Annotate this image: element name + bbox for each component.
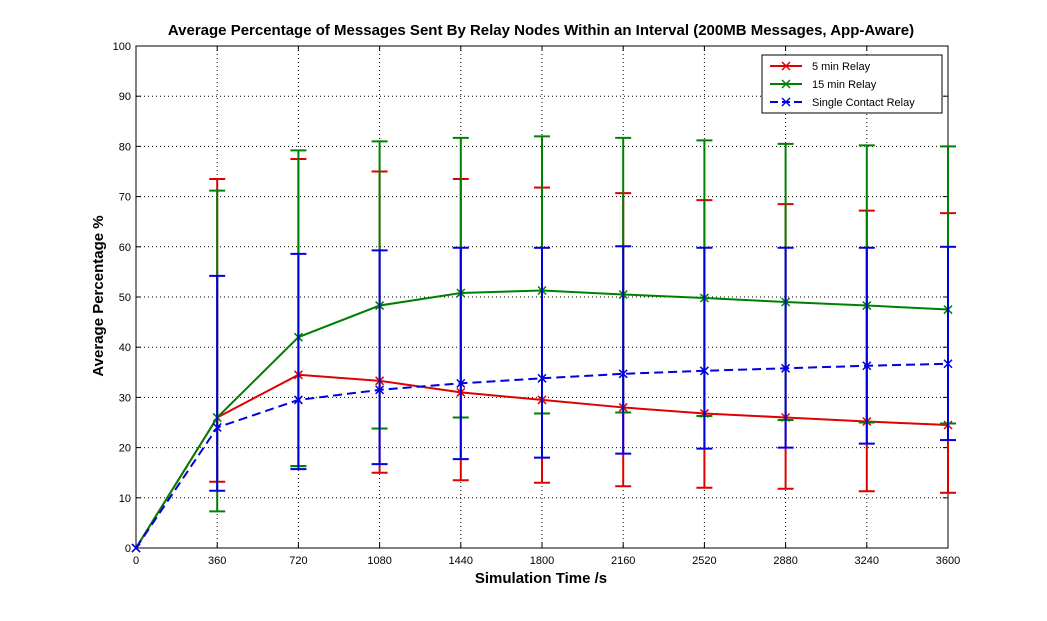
y-tick-label: 100 bbox=[113, 41, 131, 53]
series-3 bbox=[131, 245, 956, 553]
data-point bbox=[537, 373, 547, 383]
y-tick-label: 30 bbox=[119, 392, 131, 404]
y-tick-label: 90 bbox=[119, 91, 131, 103]
y-tick-label: 40 bbox=[119, 342, 131, 354]
data-point bbox=[375, 385, 385, 395]
x-tick-label: 0 bbox=[133, 555, 139, 567]
data-point bbox=[699, 366, 709, 376]
y-tick-label: 10 bbox=[119, 493, 131, 505]
x-tick-label: 3240 bbox=[855, 555, 879, 567]
x-tick-label: 2160 bbox=[611, 555, 635, 567]
ticks: 0 360 720 1080 1440 1800 2160 2520 2880 3240 36000… bbox=[113, 41, 961, 567]
data-point bbox=[781, 363, 791, 373]
legend-marker bbox=[781, 97, 791, 107]
data-point bbox=[618, 369, 628, 379]
legend: 5 min Relay 15 min Relay Single Contact Re… bbox=[761, 54, 943, 114]
y-tick-label: 80 bbox=[119, 141, 131, 153]
data-point bbox=[131, 543, 141, 553]
x-tick-label: 3600 bbox=[936, 555, 960, 567]
legend-marker bbox=[781, 79, 791, 89]
x-axis-label: Simulation Time /s bbox=[475, 570, 607, 587]
legend-label: 5 min Relay bbox=[812, 61, 871, 73]
y-axis-label: Average Percentage % bbox=[90, 215, 107, 376]
legend-label: 15 min Relay bbox=[812, 79, 877, 91]
data-point bbox=[862, 361, 872, 371]
y-tick-label: 20 bbox=[119, 443, 131, 455]
x-tick-label: 1440 bbox=[449, 555, 473, 567]
x-tick-label: 720 bbox=[289, 555, 307, 567]
legend-marker bbox=[781, 61, 791, 71]
x-tick-label: 1080 bbox=[367, 555, 391, 567]
data-point bbox=[943, 359, 953, 369]
chart-title: Average Percentage of Messages Sent By R… bbox=[168, 22, 914, 39]
y-tick-label: 60 bbox=[119, 242, 131, 254]
x-tick-label: 1800 bbox=[530, 555, 554, 567]
legend-label: Single Contact Relay bbox=[812, 97, 915, 109]
data-point bbox=[293, 395, 303, 405]
data-point bbox=[212, 422, 222, 433]
y-tick-label: 0 bbox=[125, 543, 131, 555]
data-point bbox=[456, 378, 466, 388]
x-tick-label: 2880 bbox=[773, 555, 797, 567]
y-tick-label: 70 bbox=[119, 192, 131, 204]
y-tick-label: 50 bbox=[119, 292, 131, 304]
x-tick-label: 2520 bbox=[692, 555, 716, 567]
series-line bbox=[135, 362, 949, 549]
x-tick-label: 360 bbox=[208, 555, 226, 567]
